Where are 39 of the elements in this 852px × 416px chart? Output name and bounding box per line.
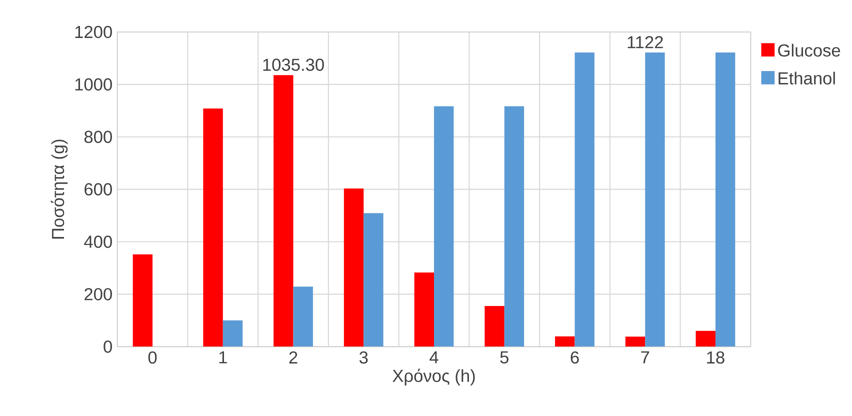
y-tick-label: 1200 — [75, 26, 112, 38]
bar — [364, 213, 384, 347]
bar — [274, 75, 294, 347]
x-tick-label: 18 — [707, 351, 724, 364]
x-tick-label: 3 — [359, 351, 368, 364]
bar — [696, 330, 716, 347]
bar — [574, 52, 594, 347]
legend-label: Ethanol — [778, 72, 835, 85]
x-tick-label: 5 — [500, 351, 508, 364]
y-tick-label: 200 — [84, 288, 112, 300]
annotation: 1035.30 — [263, 58, 324, 71]
bar — [132, 254, 153, 347]
x-axis-title: Χρόνος (h) — [392, 368, 475, 386]
legend-label: Glucose — [778, 44, 840, 57]
bar — [504, 106, 524, 347]
y-tick-label: 400 — [84, 236, 112, 248]
bar — [344, 188, 364, 347]
annotation: 1122 — [628, 36, 663, 48]
y-tick-label: 0 — [104, 340, 112, 353]
y-tick-label: 800 — [84, 130, 112, 144]
y-tick-label: 600 — [84, 183, 112, 196]
x-tick-label: 2 — [289, 351, 298, 364]
x-tick-label: 0 — [148, 351, 157, 364]
bar — [645, 52, 665, 347]
x-tick-label: 1 — [219, 351, 227, 364]
bar — [293, 286, 313, 347]
y-axis-title: Ποσότητα (g) — [50, 140, 68, 239]
x-tick-label: 7 — [641, 351, 650, 364]
bar — [484, 306, 504, 347]
bar — [414, 272, 434, 347]
x-tick-label: 4 — [430, 351, 438, 364]
bar — [434, 106, 454, 347]
bar — [222, 320, 243, 347]
bar — [625, 336, 646, 347]
bar — [555, 336, 575, 347]
bar — [203, 108, 223, 347]
x-tick-label: 6 — [570, 351, 579, 364]
y-tick-label: 1000 — [75, 78, 112, 91]
bar — [715, 52, 736, 347]
